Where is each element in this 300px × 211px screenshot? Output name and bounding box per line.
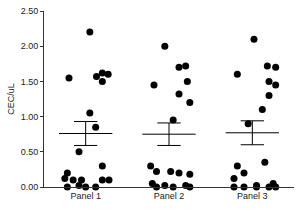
svg-text:1.50: 1.50 — [21, 77, 39, 87]
svg-text:Panel 2: Panel 2 — [154, 191, 185, 201]
svg-text:Panel 3: Panel 3 — [237, 191, 268, 201]
svg-text:Panel 1: Panel 1 — [70, 191, 101, 201]
svg-text:2.00: 2.00 — [21, 41, 39, 51]
svg-text:0.00: 0.00 — [21, 182, 39, 192]
svg-text:CEC/uL: CEC/uL — [6, 83, 16, 115]
svg-text:0.50: 0.50 — [21, 147, 39, 157]
svg-text:2.50: 2.50 — [21, 6, 39, 16]
svg-text:1.00: 1.00 — [21, 112, 39, 122]
